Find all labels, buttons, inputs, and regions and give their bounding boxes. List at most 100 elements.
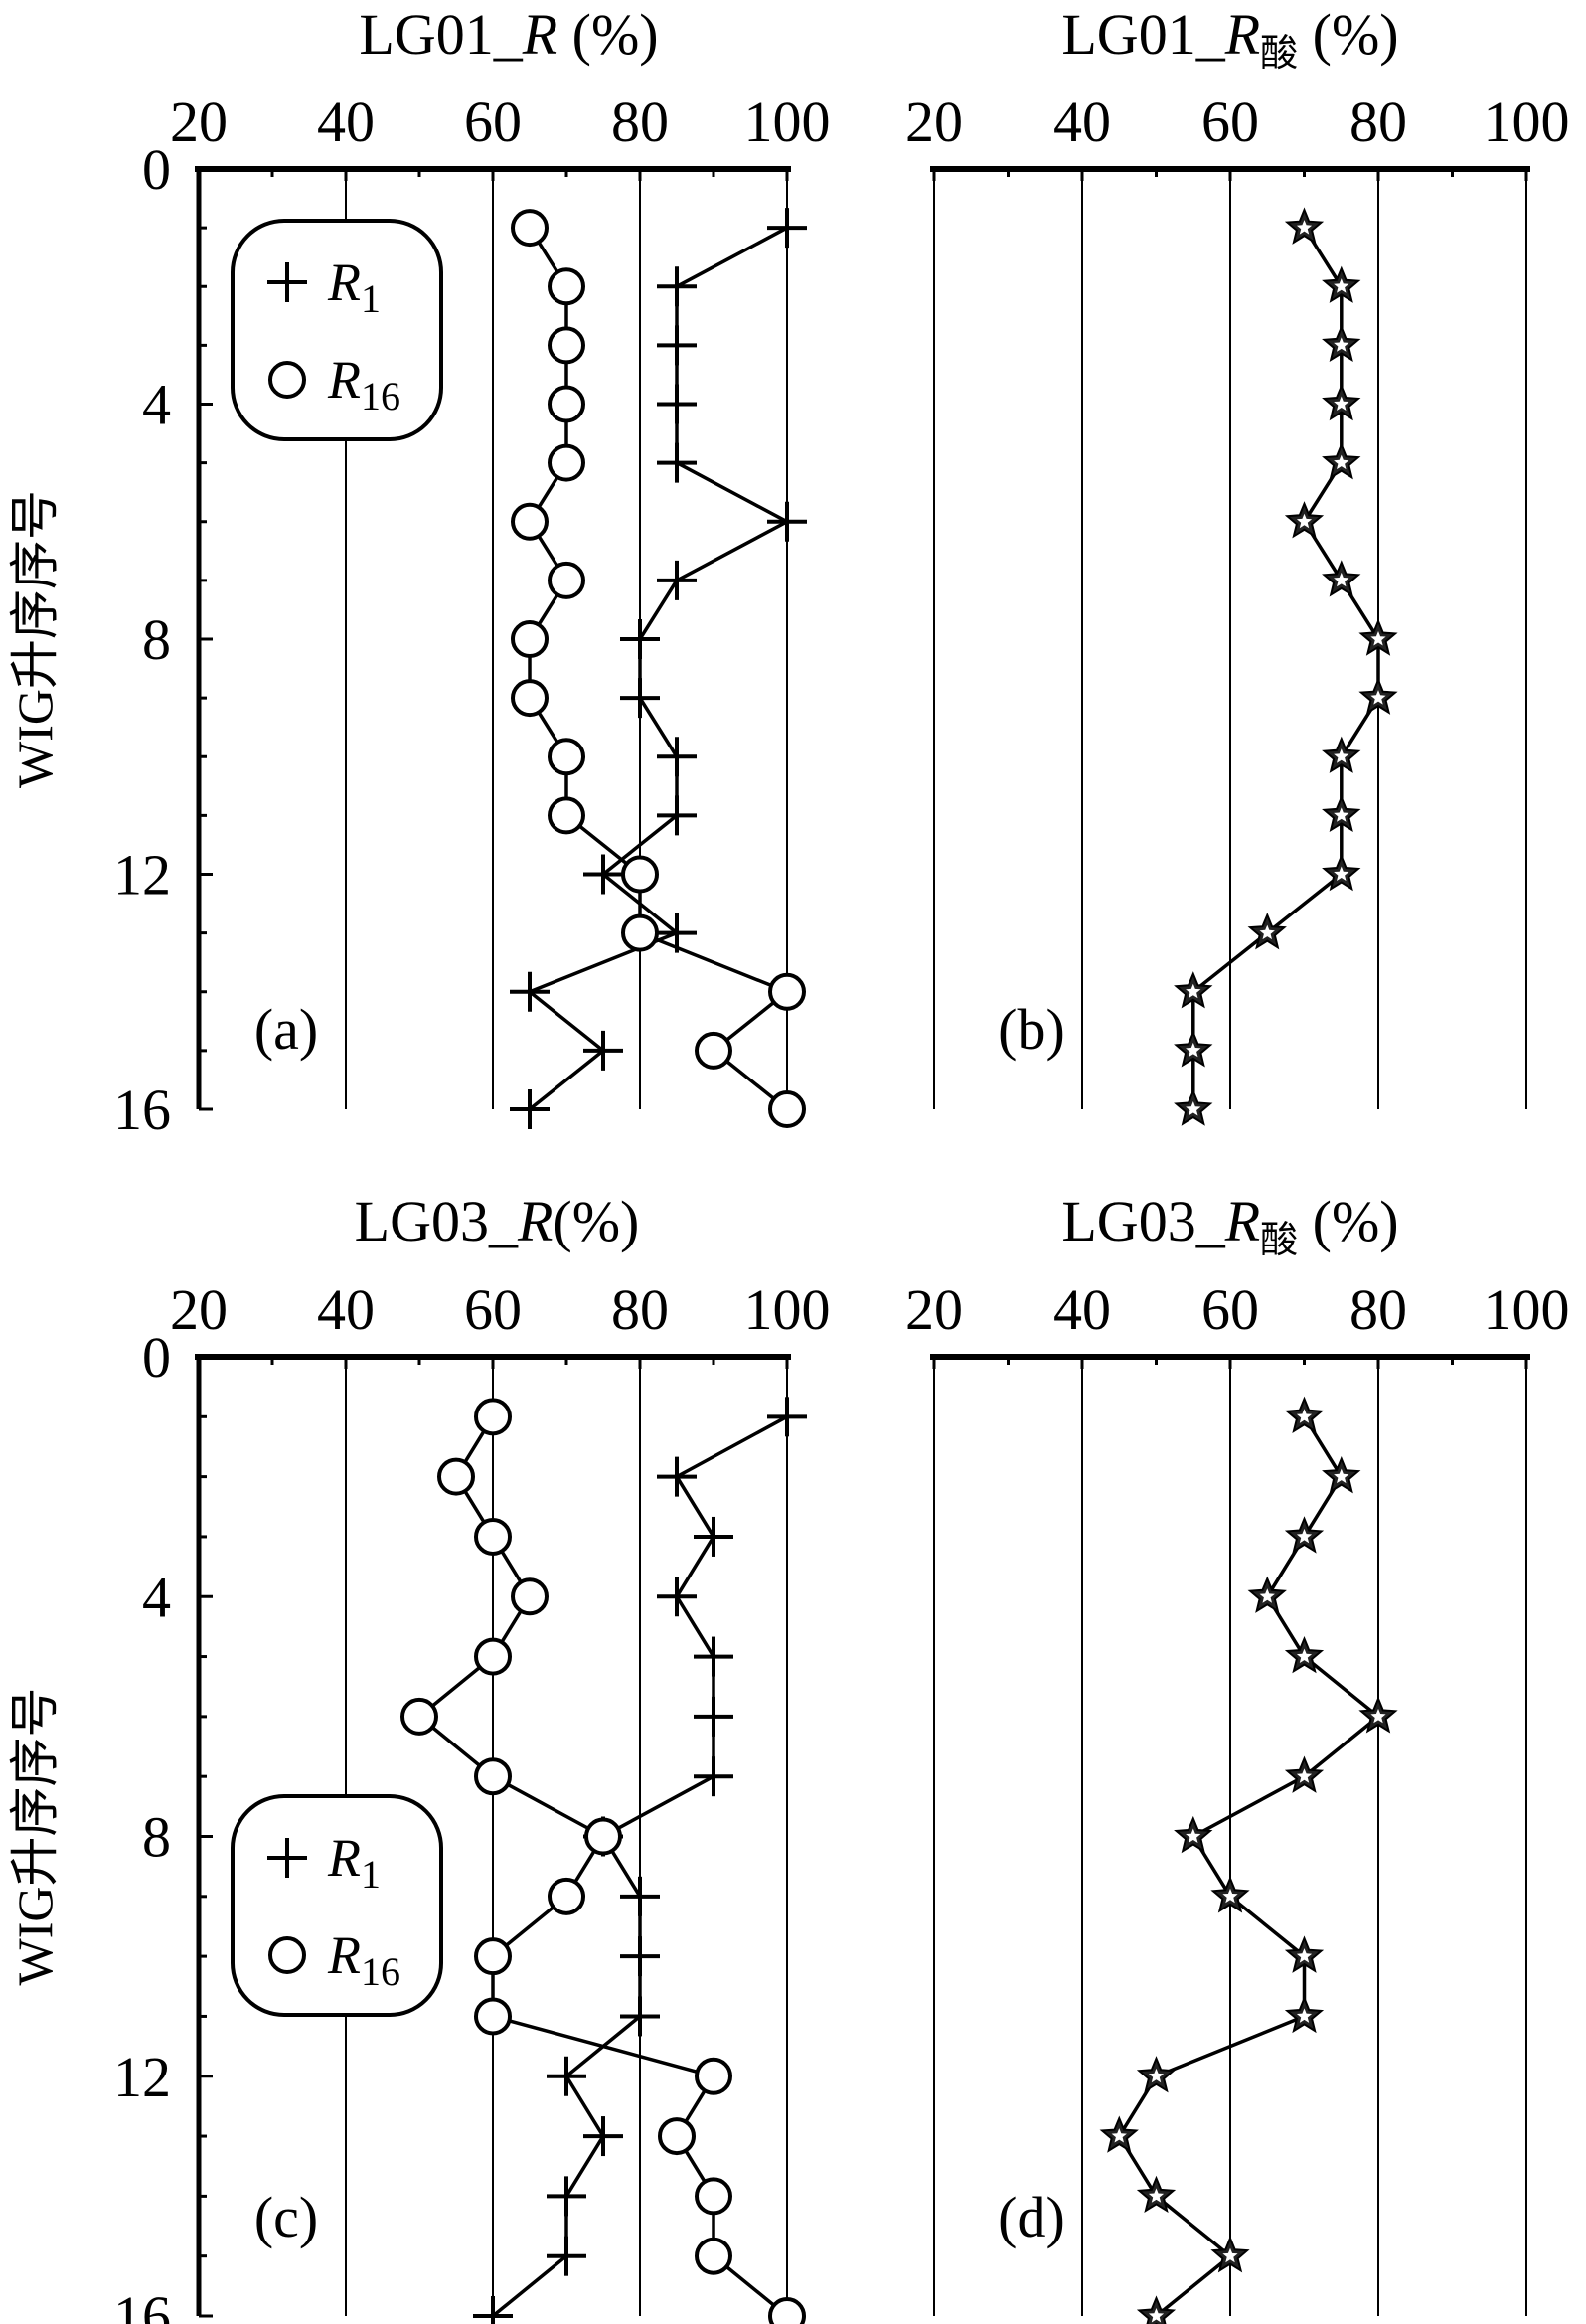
panel-a-series-0-point-9 — [620, 678, 660, 719]
panel-b-series-0-point-14-inner — [1186, 983, 1201, 999]
panel-c-series-0-point-1 — [767, 1397, 807, 1437]
panel-d-x-tick-label-60: 60 — [1201, 1277, 1259, 1342]
panel-d-series-0-point-6-inner — [1370, 1708, 1386, 1724]
panel-b-series-0-point-14 — [1174, 971, 1213, 1009]
panel-c-legend-marker-2 — [268, 1936, 306, 1974]
panel-c-series-1-point-5 — [474, 1637, 512, 1676]
panel-a-series-0-point-5 — [657, 442, 697, 483]
panel-a-legend-marker-1 — [267, 262, 307, 302]
panel-d-series-0-point-3 — [1284, 1516, 1325, 1554]
panel-b-series-0-point-1-inner — [1296, 220, 1313, 235]
panel-d-series-0-point-2 — [1322, 1455, 1361, 1494]
panel-a-y-tick-label-0: 0 — [142, 137, 171, 202]
panel-c-legend-label-sub-1: 1 — [361, 1852, 381, 1897]
panel-c-series-0-point-16 — [473, 2296, 513, 2324]
panel-a-series-1-point-4 — [548, 385, 585, 423]
panel-d-x-tick-label-40: 40 — [1053, 1277, 1111, 1342]
panel-c-legend-label-var-2: R — [327, 1925, 361, 1985]
panel-a-legend-marker-2 — [268, 361, 306, 399]
panel-d-series-0-point-8-inner — [1186, 1828, 1201, 1843]
panel-c-series-1-point-11 — [474, 1997, 512, 2036]
panel-a-series-0-point-6 — [767, 501, 807, 542]
panel-d-series-0-point-15-inner — [1222, 2247, 1238, 2263]
panel-c-series-1-point-3 — [474, 1517, 512, 1556]
panel-d-series-0-line — [1117, 1415, 1381, 2318]
panel-c-y-tick-label-8: 8 — [142, 1805, 171, 1870]
panel-b-series-0-point-16-inner — [1186, 1101, 1201, 1116]
panel-a-tag: (a) — [254, 997, 318, 1062]
panel-b-series-0-point-4 — [1322, 383, 1361, 421]
panel-b-series-0-point-15 — [1174, 1030, 1213, 1068]
panel-a-legend-label-1: R1 — [327, 252, 381, 321]
panel-d-series-0-point-1 — [1284, 1396, 1325, 1434]
panel-c-series-1-point-15 — [695, 2237, 732, 2275]
panel-d-series-0-point-5-inner — [1296, 1648, 1313, 1663]
panel-c-y-tick-label-0: 0 — [142, 1325, 171, 1390]
panel-d-series-0-point-3-inner — [1296, 1528, 1313, 1544]
panel-c-y-tick-label-12: 12 — [113, 2045, 171, 2109]
panel-c-x-tick-label-40: 40 — [317, 1277, 375, 1342]
panel-a-y-tick-label-16: 16 — [113, 1078, 171, 1142]
panel-a-series-1-point-15 — [695, 1031, 732, 1070]
panel-d-series-0-point-12-inner — [1148, 2068, 1165, 2083]
panel-a-legend-label-sub-1: 1 — [361, 276, 381, 321]
panel-b-series-0-point-3-inner — [1334, 337, 1349, 352]
panel-d-title-var: R — [1224, 1189, 1260, 1253]
panel-b-series-0-point-2-inner — [1334, 278, 1349, 293]
panel-a-series-1-point-1 — [511, 209, 549, 248]
panel-a-series-0-point-12 — [583, 854, 623, 895]
panel-a-series-1-point-13 — [621, 913, 659, 952]
panel-a-legend-label-var-1: R — [327, 252, 361, 312]
panel-c-series-1-point-6 — [400, 1697, 438, 1736]
panel-d-tag: (d) — [998, 2185, 1065, 2249]
panel-d-series-0-point-14 — [1136, 2175, 1177, 2214]
panel-b-series-0-point-10-inner — [1334, 748, 1349, 763]
panel-c-title-main: LG03_ — [355, 1189, 519, 1253]
panel-a-series-0-point-8 — [620, 619, 660, 659]
panel-d-series-0-point-4-inner — [1259, 1588, 1275, 1603]
panel-c-series-0-point-10 — [620, 1936, 660, 1977]
panel-b-title-main: LG01_ — [1061, 2, 1225, 67]
panel-a-x-tick-label-100: 100 — [744, 89, 831, 154]
panel-d-series-0-point-7 — [1284, 1755, 1325, 1793]
panel-c-x-tick-label-20: 20 — [170, 1277, 228, 1342]
panel-a-series-1-point-8 — [511, 620, 549, 658]
panel-a-title-main: LG01_ — [359, 2, 523, 67]
panel-d-series-0-point-11-inner — [1296, 2008, 1313, 2023]
panel-a-legend-label-2: R16 — [327, 350, 400, 418]
panel-b-series-0-point-3 — [1322, 324, 1361, 363]
panel-c-legend-label-1: R1 — [327, 1828, 381, 1897]
panel-b-series-0-point-11 — [1322, 794, 1361, 833]
panel-c-series-0-point-6 — [694, 1696, 733, 1737]
panel-c-title-var: R — [517, 1189, 553, 1253]
panel-c-series-0-point-7 — [694, 1756, 733, 1797]
panel-c-group: 20 40 60 80 1000481216WIG升序序号LG03_R(%)(c)R1R… — [7, 1189, 831, 2324]
panel-b-x-tick-label-40: 40 — [1053, 89, 1111, 154]
panel-b-series-0-point-13 — [1247, 912, 1287, 950]
panel-a-x-tick-label-80: 80 — [611, 89, 669, 154]
panel-a-title-unit: (%) — [557, 2, 658, 67]
panel-c-title: LG03_R(%) — [355, 1189, 640, 1253]
panel-a-x-tick-label-60: 60 — [464, 89, 522, 154]
panel-a-series-1-point-14 — [768, 972, 806, 1011]
panel-b-series-0-point-9 — [1358, 677, 1398, 715]
panel-b-tag: (b) — [998, 997, 1065, 1062]
panel-c-x-tick-label-80: 80 — [611, 1277, 669, 1342]
panel-b-series-0-point-9-inner — [1370, 690, 1386, 705]
panel-d-series-0-point-6 — [1358, 1696, 1398, 1734]
panel-a-series-1-point-7 — [548, 561, 585, 599]
panel-b-group: 20 40 60 80 100 LG01_R酸 (%) (b) — [905, 2, 1570, 1126]
panel-d-series-0-point-9 — [1210, 1876, 1250, 1913]
panel-a-y-tick-label-8: 8 — [142, 607, 171, 672]
panel-d-series-0-point-14-inner — [1148, 2188, 1165, 2203]
panel-d-title-main: LG03_ — [1061, 1189, 1225, 1253]
panel-c-y-tick-label-4: 4 — [142, 1565, 171, 1629]
panel-c-legend-marker-1 — [267, 1838, 307, 1878]
panel-b-series-0-point-6 — [1284, 501, 1325, 539]
panel-d-x-tick-label-80: 80 — [1349, 1277, 1407, 1342]
panel-b-series-0-line — [1191, 227, 1380, 1109]
panel-d-title-sub: 酸 — [1260, 1218, 1298, 1261]
